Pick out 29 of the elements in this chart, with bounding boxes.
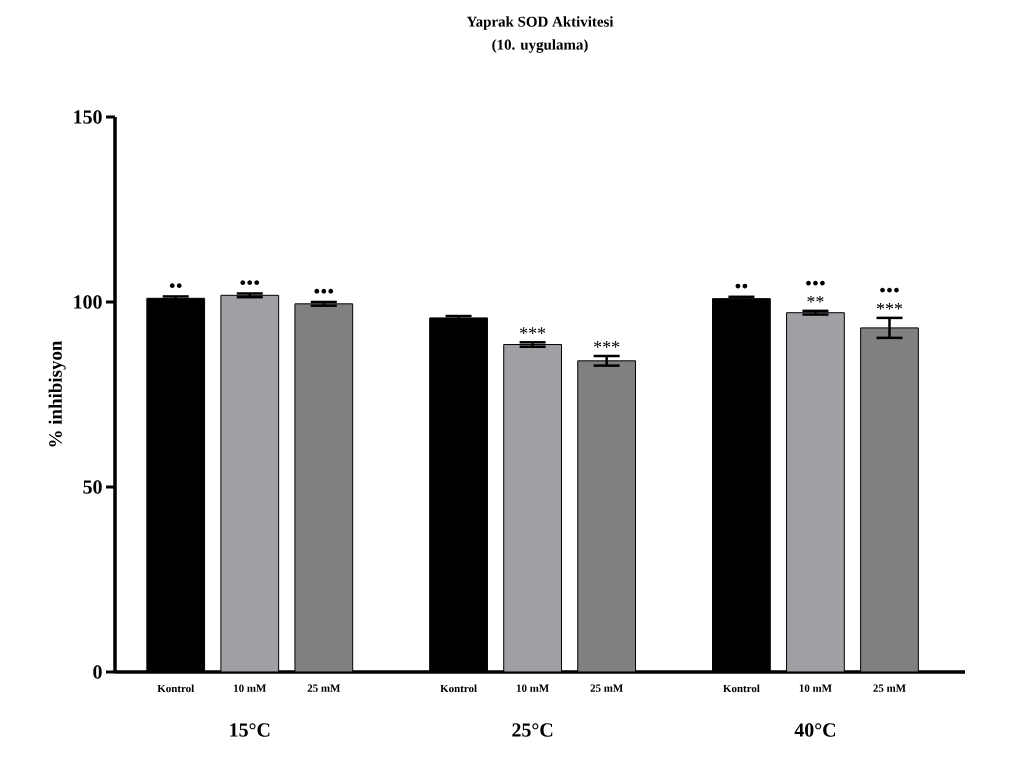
x-tick-label: 25 mM (590, 684, 623, 692)
y-tick-label: 100 (74, 295, 102, 309)
text: 15°C (230, 723, 270, 737)
text: 25°C (512, 723, 553, 737)
chart-title: Yaprak SOD Aktivitesi (466, 16, 614, 30)
x-tick-label: 10 mM (799, 684, 832, 692)
annotation: ••• (314, 288, 334, 294)
data-label: *** (520, 327, 546, 334)
data-label: *** (876, 302, 903, 310)
data-label: ** (807, 295, 824, 303)
x-tick-label: Kontrol (440, 684, 477, 693)
annotation: •• (735, 283, 748, 289)
y-tick-label: 50 (83, 480, 102, 494)
annotation: ••• (880, 287, 899, 293)
annotation: ••• (240, 280, 260, 286)
annotation: ••• (806, 280, 825, 286)
chart-subtitle: (10. uygulama) (492, 39, 588, 53)
y-tick-label: 0 (93, 665, 102, 679)
x-tick-label: Kontrol (723, 684, 760, 693)
y-tick-label: 150 (74, 110, 102, 124)
text: 40°C (794, 723, 836, 737)
annotation: •• (169, 283, 182, 289)
y-axis-title: % inhibisyon (48, 340, 66, 447)
data-label: *** (594, 341, 620, 348)
x-tick-label: 10 mM (516, 684, 549, 692)
x-tick-label: 10 mM (234, 684, 267, 692)
x-tick-label: Kontrol (157, 684, 195, 693)
x-tick-label: 25 mM (873, 684, 906, 692)
x-tick-label: 25 mM (307, 684, 341, 692)
